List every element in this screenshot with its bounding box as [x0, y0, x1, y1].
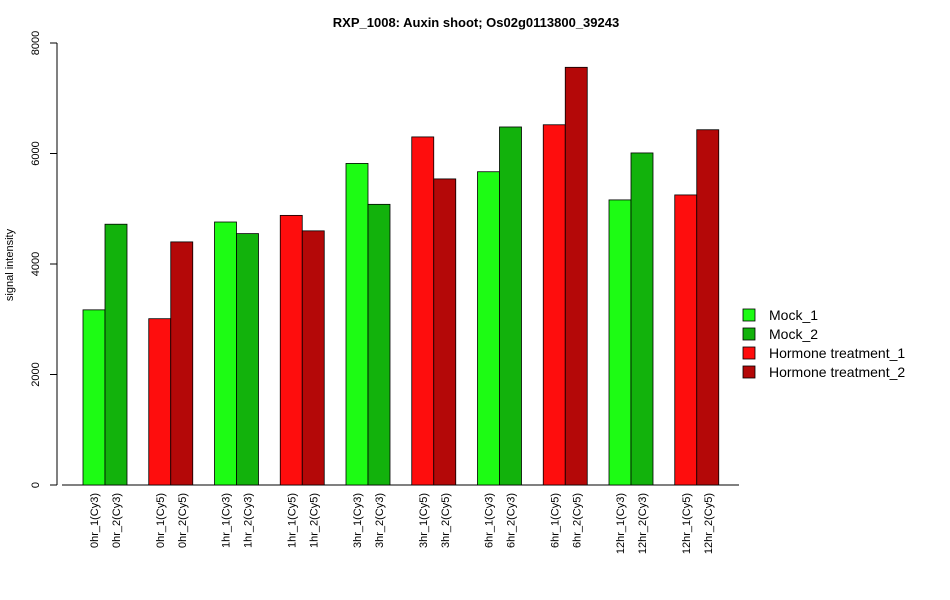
bar	[630, 152, 654, 486]
legend-swatch	[742, 365, 756, 379]
bar	[82, 309, 106, 486]
x-tick-label: 12hr_1(Cy5)	[681, 493, 693, 554]
bars	[82, 66, 720, 486]
x-tick-label: 6hr_1(Cy3)	[484, 493, 496, 548]
x-tick-label: 1hr_1(Cy5)	[286, 493, 298, 548]
x-tick-label: 3hr_1(Cy3)	[352, 493, 364, 548]
bar	[411, 136, 435, 486]
bar	[301, 230, 325, 486]
x-tick-label: 1hr_2(Cy5)	[308, 493, 320, 548]
bar	[214, 221, 237, 486]
x-tick-label: 1hr_2(Cy3)	[243, 493, 255, 548]
x-tick-label: 12hr_1(Cy3)	[615, 493, 627, 554]
legend-swatch	[742, 346, 756, 360]
bar	[477, 171, 500, 486]
bar	[499, 126, 522, 486]
x-tick-label: 0hr_2(Cy3)	[111, 493, 123, 548]
x-tick-label: 0hr_1(Cy5)	[155, 493, 167, 548]
x-tick-label: 6hr_1(Cy5)	[549, 493, 561, 548]
bar	[104, 223, 128, 486]
legend: Mock_1 Mock_2 Hormone treatment_1 Hormone t…	[742, 307, 905, 380]
bar	[170, 241, 194, 486]
x-tick-label: 3hr_2(Cy3)	[374, 493, 386, 548]
y-axis-title: signal intensity	[4, 228, 16, 301]
bar	[542, 124, 566, 486]
y-tick-label: 4000	[30, 252, 42, 276]
bar	[433, 178, 457, 486]
x-tick-label: 3hr_1(Cy5)	[418, 493, 430, 548]
x-tick-label: 6hr_2(Cy3)	[506, 493, 518, 548]
x-tick-labels: 0hr_1(Cy3) 0hr_2(Cy3) 0hr_1(Cy5) 0hr_2(Cy5)…	[89, 493, 715, 554]
bar	[367, 203, 391, 486]
bar	[608, 199, 632, 486]
legend-label: Hormone treatment_1	[769, 345, 905, 361]
legend-swatch	[742, 327, 756, 341]
x-tick-label: 0hr_2(Cy5)	[177, 493, 189, 548]
bar	[148, 318, 172, 486]
x-tick-label: 6hr_2(Cy5)	[571, 493, 583, 548]
legend-label: Mock_2	[769, 326, 818, 342]
y-tick-label: 8000	[30, 31, 42, 55]
y-tick-label: 2000	[30, 362, 42, 386]
legend-label: Hormone treatment_2	[769, 364, 905, 380]
chart-title: RXP_1008: Auxin shoot; Os02g0113800_3924…	[333, 15, 619, 30]
bar	[279, 214, 303, 486]
bar	[564, 66, 588, 486]
x-tick-label: 0hr_1(Cy3)	[89, 493, 101, 548]
x-tick-label: 3hr_2(Cy5)	[440, 493, 452, 548]
legend-swatch	[742, 308, 756, 322]
x-tick-label: 12hr_2(Cy3)	[637, 493, 649, 554]
legend-label: Mock_1	[769, 307, 818, 323]
x-tick-label: 12hr_2(Cy5)	[703, 493, 715, 554]
x-tick-label: 1hr_1(Cy3)	[221, 493, 233, 548]
y-tick-label: 0	[30, 482, 42, 488]
y-tick-label: 6000	[30, 141, 42, 165]
bar	[696, 129, 720, 486]
bar	[674, 194, 698, 486]
y-axis: 0 2000 4000 6000 8000	[30, 31, 58, 488]
bar	[345, 163, 369, 486]
bar	[236, 233, 259, 486]
